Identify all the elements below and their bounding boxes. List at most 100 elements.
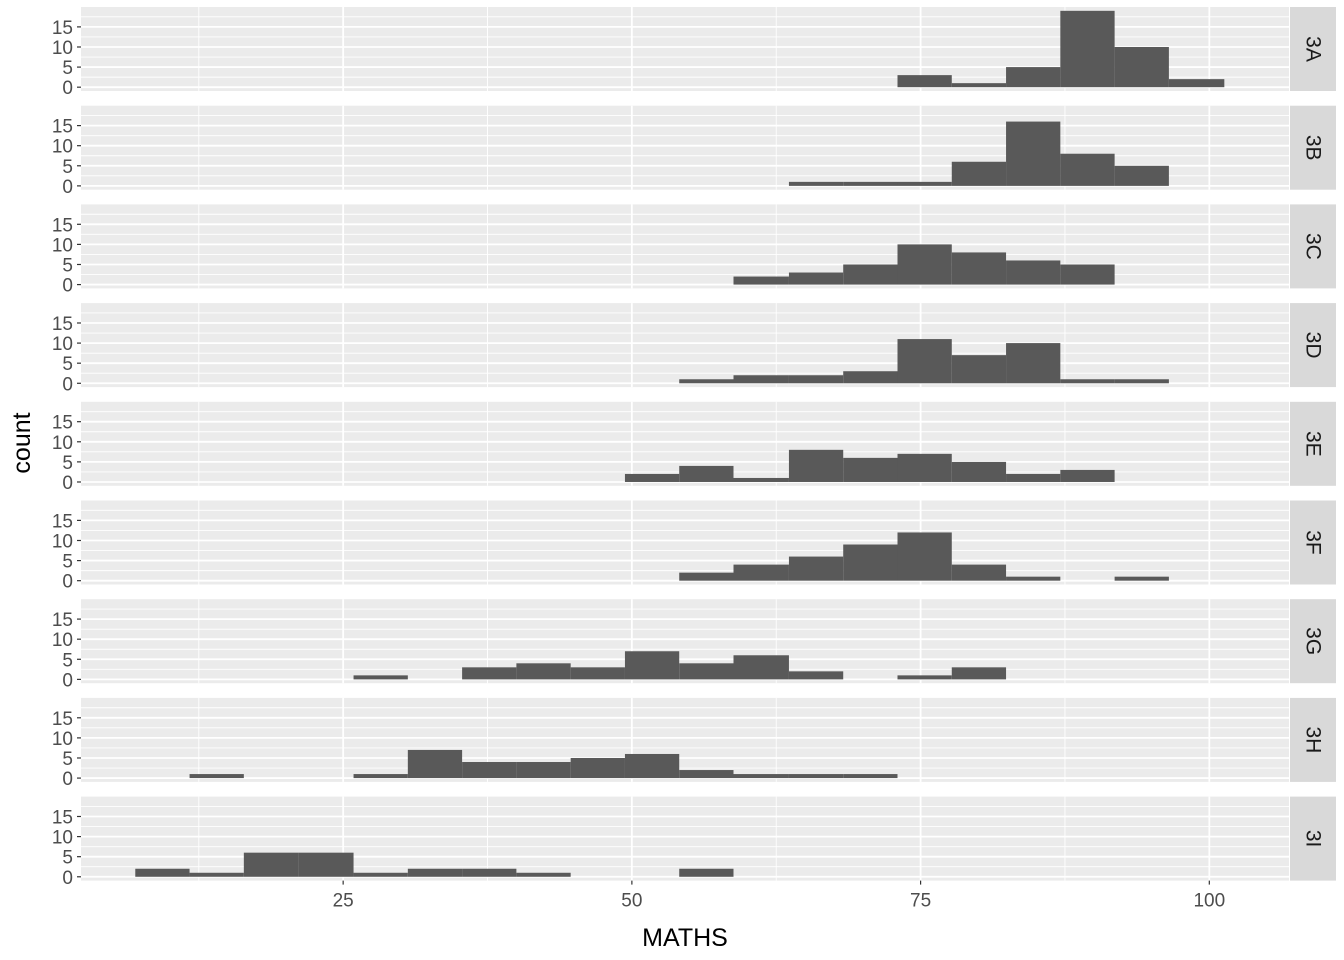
histogram-bar — [679, 572, 734, 581]
histogram-bar — [897, 181, 952, 186]
histogram-bar — [951, 161, 1007, 186]
histogram-bar — [679, 770, 734, 779]
histogram-bar — [1114, 165, 1169, 186]
x-axis: 25 50 75 100 — [333, 880, 1225, 912]
histogram-bar — [733, 774, 789, 779]
histogram-bar — [951, 355, 1007, 384]
histogram-bar — [516, 762, 571, 779]
y-tick-label: 10 — [52, 433, 73, 454]
facet-strip — [1290, 500, 1336, 585]
histogram-bar — [897, 453, 952, 482]
histogram-bar — [1060, 469, 1115, 482]
y-tick-label: 5 — [62, 58, 73, 79]
histogram-bar — [516, 872, 571, 877]
histogram-bar — [135, 868, 190, 877]
y-tick-label: 0 — [62, 177, 73, 198]
histogram-bar — [407, 749, 463, 779]
facet-strip-label: 3G — [1302, 627, 1325, 655]
histogram-bar — [189, 774, 244, 779]
facet-strip — [1290, 204, 1336, 289]
histogram-bar — [1114, 46, 1169, 88]
histogram-bar — [353, 675, 408, 680]
histogram-bar — [897, 339, 952, 384]
histogram-bar — [788, 449, 844, 482]
histogram-bar — [679, 379, 734, 384]
histogram-bar — [897, 532, 952, 581]
histogram-bar — [733, 375, 789, 384]
histogram-bar — [1006, 121, 1061, 186]
histogram-bar — [353, 774, 408, 779]
y-tick-label: 5 — [62, 453, 73, 474]
histogram-bar — [733, 564, 789, 581]
y-tick-label: 15 — [52, 215, 73, 236]
x-axis-title: MATHS — [642, 924, 728, 952]
histogram-bar — [951, 252, 1007, 285]
y-axis-title: count — [8, 412, 36, 473]
y-tick-label: 15 — [52, 511, 73, 532]
histogram-bar — [843, 457, 898, 482]
y-tick-label: 10 — [52, 38, 73, 59]
facet-strip — [1290, 796, 1336, 881]
histogram-bar — [897, 675, 952, 680]
facet-strip — [1290, 599, 1336, 684]
histogram-bar — [1060, 153, 1115, 186]
facet-strip-label: 3E — [1302, 431, 1325, 457]
y-tick-label: 5 — [62, 255, 73, 276]
histogram-bar — [353, 872, 408, 877]
histogram-bar — [788, 671, 844, 680]
facet-strip — [1290, 7, 1336, 91]
histogram-bar — [570, 667, 625, 680]
histogram-bar — [733, 477, 789, 482]
histogram-bar — [843, 264, 898, 285]
histogram-bar — [679, 663, 734, 680]
facet-strip-label: 3H — [1302, 726, 1325, 753]
histogram-bar — [951, 83, 1007, 88]
facet-strip — [1290, 401, 1336, 486]
histogram-bar — [897, 244, 952, 285]
histogram-bar — [1006, 473, 1061, 482]
histogram-bar — [788, 556, 844, 581]
histogram-bar — [951, 461, 1007, 482]
panel-background — [81, 697, 1289, 782]
histogram-bar — [624, 753, 680, 779]
histogram-bar — [897, 75, 952, 88]
y-tick-label: 10 — [52, 334, 73, 355]
facet-strip-label: 3A — [1302, 36, 1325, 62]
histogram-bar — [516, 663, 571, 680]
y-tick-label: 5 — [62, 749, 73, 770]
y-tick-label: 0 — [62, 572, 73, 593]
histogram-bar — [788, 375, 844, 384]
facet-strip — [1290, 303, 1336, 388]
y-tick-label: 0 — [62, 78, 73, 99]
y-tick-label: 10 — [52, 729, 73, 750]
y-tick-label: 10 — [52, 531, 73, 552]
histogram-bar — [1168, 79, 1225, 88]
y-tick-label: 15 — [52, 610, 73, 631]
y-tick-label: 5 — [62, 157, 73, 178]
histogram-bar — [1060, 264, 1115, 285]
y-tick-label: 5 — [62, 848, 73, 869]
y-tick-label: 15 — [52, 807, 73, 828]
histogram-bar — [951, 564, 1007, 581]
facet-strip-label: 3I — [1302, 830, 1325, 848]
panel-background — [81, 500, 1289, 585]
histogram-bar — [1060, 10, 1115, 88]
y-tick-label: 0 — [62, 473, 73, 494]
x-tick-label: 25 — [333, 891, 354, 912]
histogram-bar — [733, 276, 789, 285]
histogram-bar — [407, 868, 463, 877]
histogram-bar — [679, 868, 734, 877]
y-tick-label: 10 — [52, 630, 73, 651]
histogram-bar — [679, 465, 734, 482]
histogram-bar — [1006, 67, 1061, 88]
y-tick-label: 15 — [52, 314, 73, 335]
histogram-bar — [624, 651, 680, 680]
